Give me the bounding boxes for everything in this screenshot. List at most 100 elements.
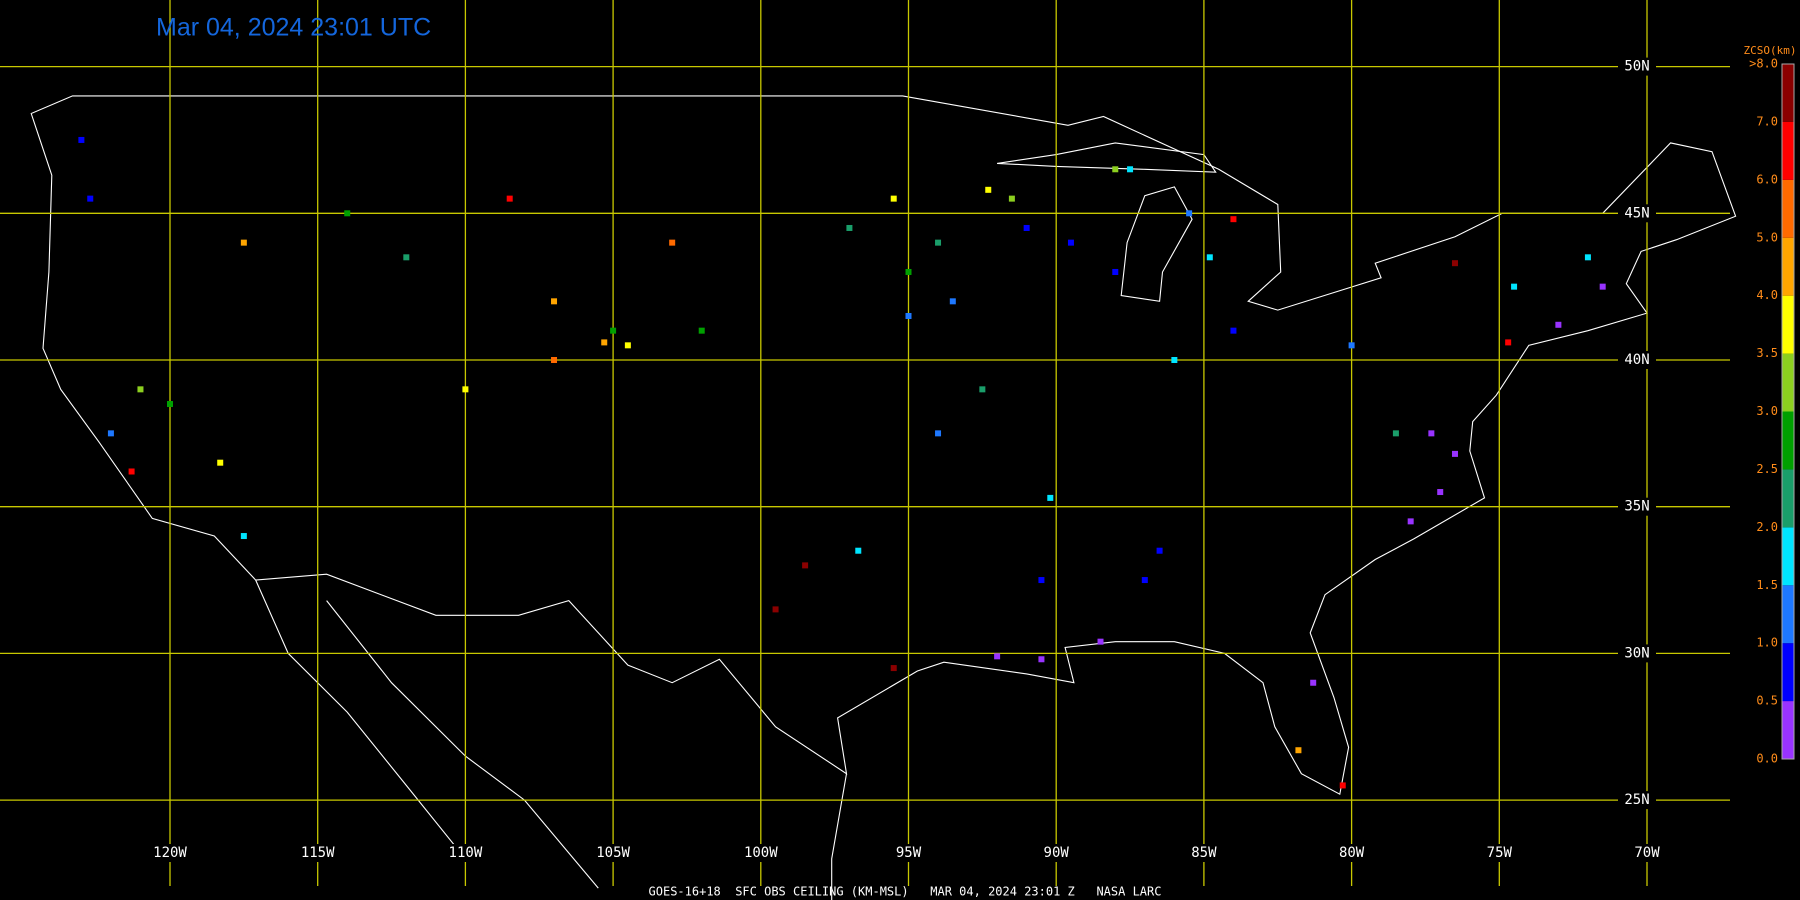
station-obs xyxy=(1008,195,1015,202)
station-obs xyxy=(985,186,992,193)
label-bg xyxy=(884,844,933,862)
station-obs xyxy=(462,386,469,393)
colorbar-segment xyxy=(1782,411,1794,470)
outline-path xyxy=(30,95,1737,796)
outline-path xyxy=(255,579,466,860)
colorbar-label: 2.0 xyxy=(1756,520,1778,534)
lon-label: 75W xyxy=(1487,845,1513,861)
colorbar-segment xyxy=(1782,527,1794,586)
station-obs xyxy=(1097,638,1104,645)
station-obs xyxy=(1112,166,1119,173)
station-obs xyxy=(1339,782,1346,789)
lon-label: 115W xyxy=(301,845,335,861)
station-obs xyxy=(1112,268,1119,275)
station-obs xyxy=(1067,239,1074,246)
colorbar-segment xyxy=(1782,237,1794,296)
station-obs xyxy=(403,254,410,261)
lat-label: 50N xyxy=(1624,59,1649,75)
station-obs xyxy=(935,430,942,437)
colorbar-segment xyxy=(1782,179,1794,238)
lat-label: 45N xyxy=(1624,205,1649,221)
lon-label: 105W xyxy=(596,845,630,861)
label-bg xyxy=(1623,844,1671,862)
lon-label: 110W xyxy=(449,845,483,861)
label-bg xyxy=(146,844,194,862)
lon-label: 120W xyxy=(153,845,187,861)
label-bg xyxy=(1475,844,1524,862)
label-bg xyxy=(1618,497,1656,516)
station-obs xyxy=(1310,679,1317,686)
outline-path xyxy=(1120,186,1193,302)
outline-path xyxy=(997,142,1217,173)
lon-label: 80W xyxy=(1339,845,1365,861)
station-obs xyxy=(551,357,558,363)
station-obs xyxy=(240,239,247,246)
station-obs xyxy=(1186,210,1193,217)
label-bg xyxy=(1179,844,1228,862)
station-obs xyxy=(1392,430,1399,437)
station-obs xyxy=(128,468,135,475)
station-obs xyxy=(890,665,897,672)
colorbar-label: 4.0 xyxy=(1756,288,1778,302)
label-bg xyxy=(293,844,342,862)
station-obs xyxy=(1230,216,1237,223)
station-obs xyxy=(949,298,956,305)
station-obs xyxy=(855,547,862,554)
timestamp-title: Mar 04, 2024 23:01 UTC xyxy=(156,14,431,42)
station-obs xyxy=(1599,283,1606,290)
station-obs xyxy=(1206,254,1213,261)
station-obs xyxy=(610,327,617,334)
label-bg xyxy=(1618,204,1656,223)
label-bg xyxy=(1618,791,1656,810)
station-obs xyxy=(1451,450,1458,457)
station-obs xyxy=(1584,254,1591,261)
station-obs xyxy=(137,386,144,393)
station-obs xyxy=(1295,747,1302,754)
station-obs xyxy=(1407,518,1414,525)
station-obs xyxy=(698,327,705,334)
station-obs xyxy=(979,386,986,393)
label-bg xyxy=(736,844,785,862)
lat-label: 25N xyxy=(1624,792,1649,808)
outline-path xyxy=(831,773,848,900)
colorbar-segment xyxy=(1782,353,1794,412)
lat-label: 35N xyxy=(1624,499,1649,515)
station-obs xyxy=(624,342,631,349)
station-obs xyxy=(802,562,809,569)
colorbar: ZCSO(km) 0.0 0.5 1.0 1.5 2.0 2.5 3.0 3.5 4.0 5.0 6.… xyxy=(1744,44,1797,766)
station-obs xyxy=(506,195,513,202)
station-obs xyxy=(1171,357,1178,363)
station-obs xyxy=(935,239,942,246)
colorbar-label: 2.5 xyxy=(1756,462,1778,476)
colorbar-label: 0.5 xyxy=(1756,694,1778,708)
colorbar-label: 6.0 xyxy=(1756,172,1778,186)
station-obs xyxy=(1047,494,1054,501)
colorbar-segment xyxy=(1782,701,1794,759)
lon-label: 85W xyxy=(1191,845,1217,861)
label-bg xyxy=(1327,844,1376,862)
colorbar-title: ZCSO(km) xyxy=(1744,44,1797,57)
colorbar-segment xyxy=(1782,121,1794,180)
label-bg xyxy=(441,844,490,862)
station-obs xyxy=(1555,321,1562,328)
station-obs xyxy=(344,210,351,217)
colorbar-segment xyxy=(1782,585,1794,644)
station-obs xyxy=(905,268,912,275)
graticule xyxy=(0,0,1730,886)
colorbar-segment xyxy=(1782,643,1794,702)
colorbar-label: >8.0 xyxy=(1749,57,1778,71)
station-obs xyxy=(240,533,247,540)
station-obs xyxy=(1511,283,1518,290)
station-obs xyxy=(1038,656,1045,663)
lat-label: 40N xyxy=(1624,352,1649,368)
colorbar-frame xyxy=(1781,63,1795,760)
lon-label: 95W xyxy=(896,845,922,861)
station-obs xyxy=(78,136,85,143)
lon-label: 70W xyxy=(1634,845,1660,861)
station-obs xyxy=(890,195,897,202)
colorbar-label: 0.0 xyxy=(1756,752,1778,766)
colorbar-label: 5.0 xyxy=(1756,230,1778,244)
lon-label: 100W xyxy=(744,845,778,861)
station-obs xyxy=(601,339,608,346)
